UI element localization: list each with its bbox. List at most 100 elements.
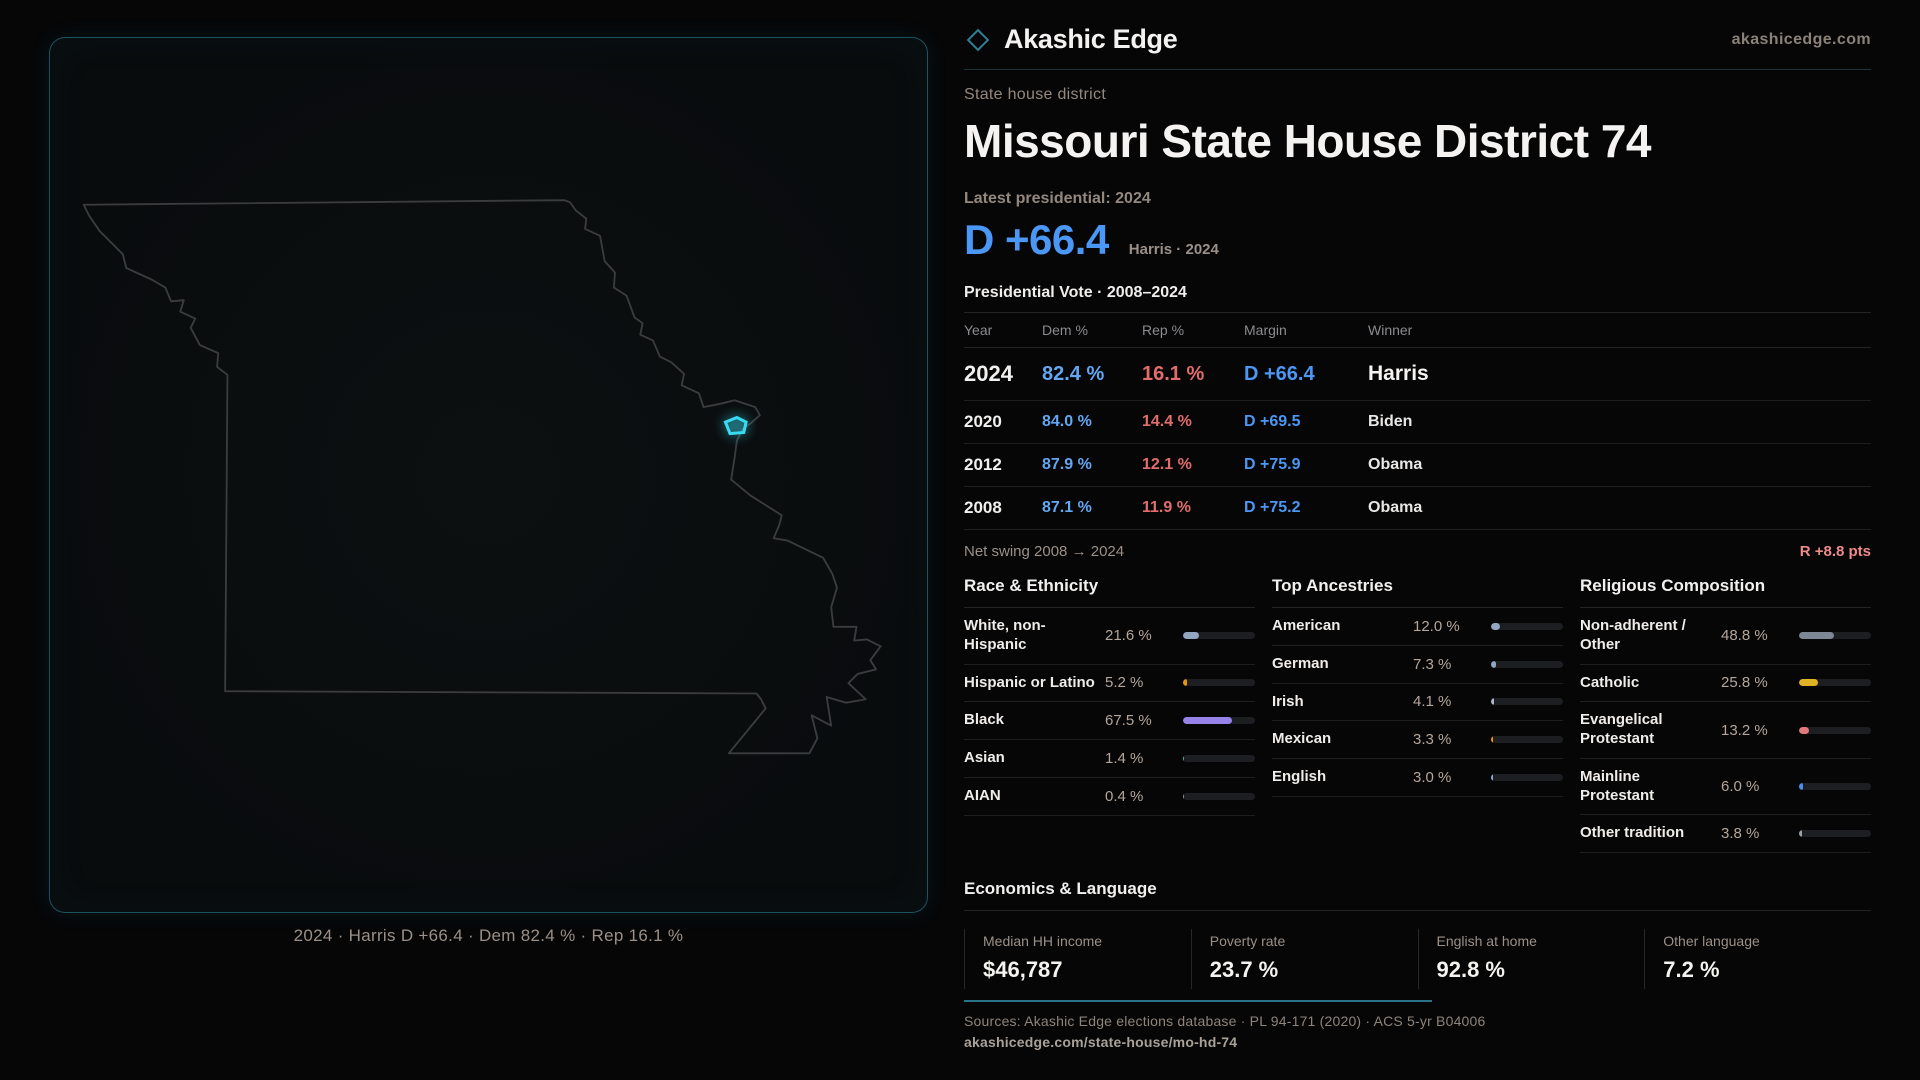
- demo-column: Top Ancestries American 12.0 % German 7.3 % I…: [1272, 576, 1563, 853]
- cell-mar: D +75.2: [1244, 499, 1301, 516]
- demo-row: English 3.0 %: [1272, 759, 1563, 797]
- econ-stat: English at home 92.8 %: [1417, 929, 1645, 989]
- bar-track: [1491, 622, 1563, 630]
- economics-section: Economics & Language Median HH income $46…: [964, 879, 1871, 989]
- demo-value: 3.0 %: [1413, 768, 1452, 786]
- vote-table: Year Dem % Rep % Margin Winner 2024 82.4 % 16.…: [964, 312, 1871, 530]
- vote-table-header: Year Dem % Rep % Margin Winner: [964, 312, 1871, 348]
- economics-grid: Median HH income $46,787 Poverty rate 23.7 …: [964, 929, 1871, 989]
- demo-section-title: Race & Ethnicity: [964, 576, 1255, 608]
- bar-fill: [1183, 632, 1199, 640]
- econ-stat-label: Other language: [1663, 933, 1760, 949]
- cell-dem: 84.0 %: [1042, 413, 1092, 430]
- district-shape: [723, 415, 748, 436]
- demo-column: Religious Composition Non-adherent / Othe…: [1580, 576, 1871, 853]
- demo-row: Non-adherent / Other 48.8 %: [1580, 608, 1871, 665]
- bar-track: [1799, 830, 1871, 838]
- demo-row: Black 67.5 %: [964, 702, 1255, 740]
- demo-label: AIAN: [964, 786, 1001, 804]
- cell-rep: 14.4 %: [1142, 413, 1192, 430]
- vote-table-row: 2012 87.9 % 12.1 % D +75.9 Obama: [964, 444, 1871, 487]
- demographics-grid: Race & Ethnicity White, non-Hispanic 21.6 …: [964, 576, 1871, 853]
- cell-dem: 87.9 %: [1042, 456, 1092, 473]
- demo-row: AIAN 0.4 %: [964, 778, 1255, 816]
- cell-win: Obama: [1368, 456, 1423, 473]
- brand-diamond-icon: [964, 26, 992, 54]
- bar-fill: [1799, 679, 1818, 687]
- econ-stat-value: 92.8 %: [1436, 957, 1506, 982]
- bar-fill: [1491, 622, 1500, 630]
- demo-section-title: Religious Composition: [1580, 576, 1871, 608]
- econ-stat-label: Median HH income: [983, 933, 1103, 949]
- demo-label: Non-adherent / Other: [1580, 617, 1686, 653]
- demo-row: White, non-Hispanic 21.6 %: [964, 608, 1255, 665]
- demo-value: 1.4 %: [1105, 749, 1144, 767]
- cell-dem: 87.1 %: [1042, 499, 1092, 516]
- bar-track: [1799, 632, 1871, 640]
- demo-label: Asian: [964, 749, 1005, 766]
- demo-value: 7.3 %: [1413, 655, 1452, 673]
- econ-stat-value: 23.7 %: [1209, 957, 1279, 982]
- cell-year: 2024: [964, 361, 1013, 386]
- cell-year: 2012: [964, 455, 1002, 474]
- sources-text: Sources: Akashic Edge elections database…: [964, 1013, 1486, 1029]
- demo-value: 4.1 %: [1413, 693, 1452, 711]
- bar-fill: [1183, 754, 1184, 762]
- cell-win: Harris: [1368, 362, 1429, 385]
- brand: Akashic Edge: [964, 24, 1178, 55]
- demo-row: Mainline Protestant 6.0 %: [1580, 759, 1871, 816]
- demo-value: 67.5 %: [1105, 712, 1152, 730]
- cell-rep: 11.9 %: [1142, 499, 1191, 516]
- cell-mar: D +75.9: [1244, 456, 1301, 473]
- bar-fill: [1183, 717, 1232, 725]
- footer: Sources: Akashic Edge elections database…: [964, 1000, 1871, 1050]
- bar-fill: [1799, 830, 1802, 838]
- bar-fill: [1491, 698, 1494, 706]
- headline-margin: D +66.4 Harris · 2024: [964, 216, 1871, 264]
- econ-stat-label: Poverty rate: [1209, 933, 1286, 949]
- demo-label: Evangelical Protestant: [1580, 711, 1663, 747]
- missouri-outline: [82, 199, 882, 755]
- net-swing-label: Net swing 2008 → 2024: [964, 543, 1125, 560]
- brand-site-link[interactable]: akashicedge.com: [1731, 30, 1871, 48]
- bar-fill: [1799, 783, 1804, 790]
- demo-label: German: [1272, 654, 1329, 672]
- econ-stat-label: English at home: [1436, 933, 1537, 949]
- header: Akashic Edge akashicedge.com: [964, 24, 1871, 70]
- bar-track: [1491, 773, 1563, 781]
- demo-value: 12.0 %: [1413, 617, 1460, 635]
- vote-table-row: 2024 82.4 % 16.1 % D +66.4 Harris: [964, 348, 1871, 401]
- bar-track: [1799, 679, 1871, 687]
- demo-value: 3.8 %: [1721, 825, 1760, 843]
- bar-track: [1183, 754, 1255, 762]
- demo-row: Other tradition 3.8 %: [1580, 815, 1871, 853]
- cell-mar: D +69.5: [1244, 413, 1301, 430]
- bar-fill: [1799, 632, 1835, 640]
- demo-section-title: Top Ancestries: [1272, 576, 1563, 608]
- column-header: Year: [964, 322, 993, 338]
- demo-label: Mexican: [1272, 730, 1332, 748]
- demo-value: 3.3 %: [1413, 731, 1452, 749]
- bar-fill: [1799, 726, 1809, 734]
- demo-label: Catholic: [1580, 673, 1640, 691]
- missouri-map: [82, 199, 882, 755]
- bar-track: [1799, 783, 1871, 790]
- demo-label: Other tradition: [1580, 824, 1685, 842]
- demo-column: Race & Ethnicity White, non-Hispanic 21.6 …: [964, 576, 1255, 853]
- demo-row: American 12.0 %: [1272, 608, 1563, 646]
- cell-win: Obama: [1368, 499, 1423, 516]
- econ-stat: Median HH income $46,787: [964, 929, 1191, 989]
- demo-value: 21.6 %: [1105, 627, 1152, 645]
- demo-label: Hispanic or Latino: [964, 673, 1095, 691]
- page-title: Missouri State House District 74: [964, 115, 1651, 167]
- demo-row: Catholic 25.8 %: [1580, 665, 1871, 703]
- footer-accent-rule: [964, 1000, 1432, 1002]
- bar-track: [1183, 632, 1255, 640]
- demo-row: Mexican 3.3 %: [1272, 721, 1563, 759]
- cell-year: 2008: [964, 498, 1002, 517]
- permalink-url[interactable]: akashicedge.com/state-house/mo-hd-74: [964, 1034, 1238, 1050]
- demo-row: German 7.3 %: [1272, 646, 1563, 684]
- cell-mar: D +66.4: [1244, 362, 1315, 385]
- economics-title: Economics & Language: [964, 879, 1871, 911]
